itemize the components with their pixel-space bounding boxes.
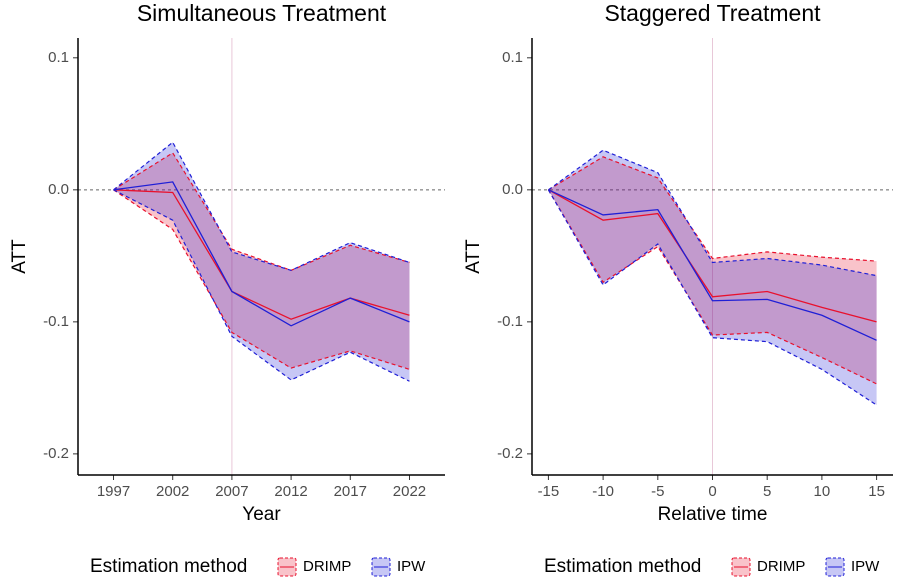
estimate-line (113, 181, 410, 327)
x-tick-label: 5 (763, 483, 771, 500)
x-tick-label: 2007 (215, 483, 248, 500)
estimate-line (548, 189, 877, 341)
x-axis-label: Relative time (658, 504, 768, 525)
band-edge (113, 152, 410, 272)
x-tick-label: 15 (868, 483, 885, 500)
y-tick-label: 0.0 (502, 181, 523, 198)
y-tick-label: -0.1 (497, 313, 523, 330)
chart-title: Staggered Treatment (604, 0, 821, 26)
y-axis-label: ATT (463, 239, 484, 274)
legend-label: DRIMP (303, 558, 351, 575)
band-edge (113, 189, 410, 370)
x-tick-label: -5 (651, 483, 664, 500)
legend-title: Estimation method (90, 556, 247, 577)
band-edge (548, 149, 877, 277)
y-axis-label: ATT (9, 239, 30, 274)
y-tick-label: 0.1 (502, 49, 523, 66)
x-tick-label: 10 (814, 483, 831, 500)
x-axis-label: Year (242, 504, 281, 525)
x-tick-label: 2022 (393, 483, 426, 500)
y-tick-label: -0.2 (497, 445, 523, 462)
band-edge (113, 141, 410, 272)
confidence-band (548, 150, 877, 406)
legend-label: DRIMP (757, 558, 805, 575)
estimate-line (113, 189, 410, 320)
x-tick-label: -10 (592, 483, 614, 500)
x-tick-label: 0 (708, 483, 716, 500)
chart-title: Simultaneous Treatment (137, 0, 387, 26)
band-edge (113, 189, 410, 382)
confidence-band (548, 156, 877, 384)
band-edge (547, 189, 877, 406)
x-tick-label: 1997 (97, 483, 130, 500)
x-tick-label: -15 (538, 483, 560, 500)
y-tick-label: 0.0 (48, 181, 69, 198)
confidence-band (113, 142, 410, 382)
y-tick-label: 0.1 (48, 49, 69, 66)
y-tick-label: -0.2 (43, 445, 69, 462)
x-tick-label: 2002 (156, 483, 189, 500)
band-edge (548, 156, 877, 262)
legend-title: Estimation method (544, 556, 701, 577)
band-edge (547, 189, 877, 385)
estimate-line (548, 189, 877, 323)
legend-label: IPW (397, 558, 426, 575)
x-tick-label: 2017 (334, 483, 367, 500)
y-tick-label: -0.1 (43, 313, 69, 330)
x-tick-label: 2012 (274, 483, 307, 500)
legend-label: IPW (851, 558, 880, 575)
